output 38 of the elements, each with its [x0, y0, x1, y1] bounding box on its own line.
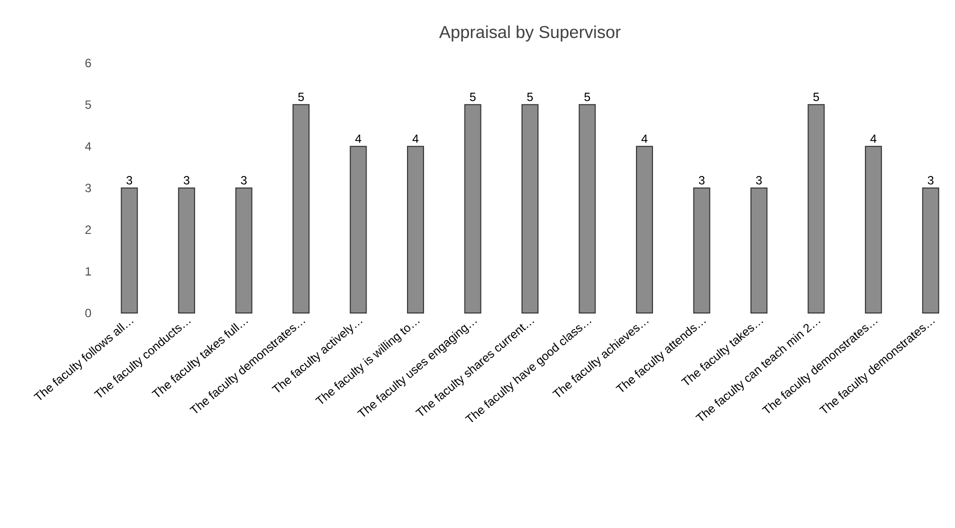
data-label: 4 — [355, 134, 362, 143]
data-label: 5 — [813, 92, 820, 102]
data-label: 3 — [928, 176, 934, 184]
y-tick-label: 4 — [85, 142, 92, 150]
data-label: 3 — [756, 176, 762, 184]
data-label: 4 — [412, 134, 419, 143]
data-label: 3 — [240, 176, 247, 184]
bar — [120, 187, 138, 314]
data-label: 4 — [641, 134, 648, 143]
bar — [464, 104, 482, 314]
data-label: 3 — [184, 176, 190, 184]
bar — [407, 146, 424, 314]
data-label: 4 — [870, 134, 876, 143]
y-tick-label: 1 — [86, 267, 91, 276]
bar — [178, 187, 196, 314]
data-label: 3 — [698, 176, 705, 184]
data-label: 3 — [126, 176, 132, 184]
bar — [750, 187, 768, 314]
y-tick-label: 0 — [85, 308, 92, 318]
y-tick-label: 2 — [85, 225, 91, 234]
y-tick-label: 3 — [85, 184, 91, 192]
bar — [693, 187, 710, 314]
bar — [922, 187, 940, 314]
data-label: 5 — [584, 92, 590, 102]
bar — [578, 104, 596, 314]
bar — [235, 187, 252, 314]
bar — [636, 146, 653, 314]
bar — [864, 146, 882, 314]
data-label: 5 — [298, 92, 304, 102]
bar — [292, 104, 310, 314]
data-label: 5 — [470, 92, 476, 102]
data-label: 5 — [527, 92, 533, 102]
bar — [808, 104, 825, 314]
bar — [350, 146, 367, 314]
bar — [522, 104, 539, 314]
chart-title: Appraisal by Supervisor — [439, 25, 621, 42]
y-tick-label: 5 — [85, 100, 91, 109]
y-tick-label: 6 — [85, 58, 91, 68]
